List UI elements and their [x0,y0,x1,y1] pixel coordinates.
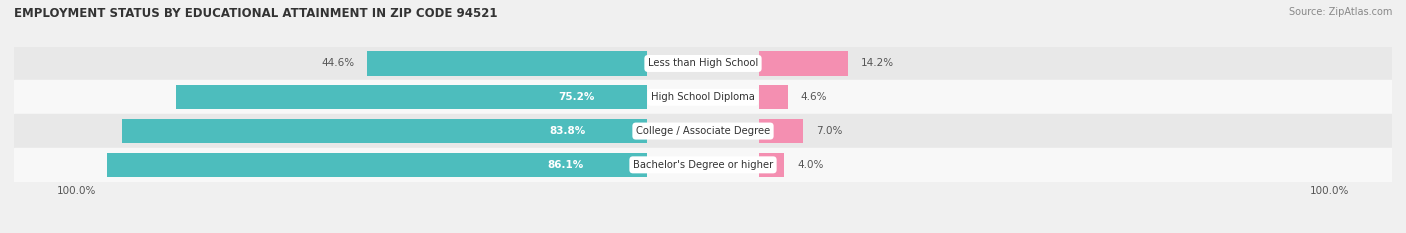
Bar [122,119,647,143]
Text: 44.6%: 44.6% [322,58,354,69]
Text: 7.0%: 7.0% [815,126,842,136]
Bar [759,85,789,110]
Bar [14,148,1392,182]
Bar [107,153,647,177]
Bar [14,114,1392,148]
Bar [759,153,785,177]
Bar [176,85,647,110]
Text: Bachelor's Degree or higher: Bachelor's Degree or higher [633,160,773,170]
Text: 14.2%: 14.2% [860,58,894,69]
Bar [759,119,803,143]
Text: College / Associate Degree: College / Associate Degree [636,126,770,136]
Text: High School Diploma: High School Diploma [651,92,755,102]
Text: 4.0%: 4.0% [797,160,824,170]
Text: 75.2%: 75.2% [558,92,595,102]
Text: Source: ZipAtlas.com: Source: ZipAtlas.com [1288,7,1392,17]
Text: EMPLOYMENT STATUS BY EDUCATIONAL ATTAINMENT IN ZIP CODE 94521: EMPLOYMENT STATUS BY EDUCATIONAL ATTAINM… [14,7,498,20]
Text: Less than High School: Less than High School [648,58,758,69]
Text: 4.6%: 4.6% [800,92,827,102]
Text: 86.1%: 86.1% [547,160,583,170]
Bar [759,51,848,76]
Bar [14,80,1392,114]
Bar [367,51,647,76]
Bar [14,47,1392,80]
Text: 83.8%: 83.8% [550,126,586,136]
